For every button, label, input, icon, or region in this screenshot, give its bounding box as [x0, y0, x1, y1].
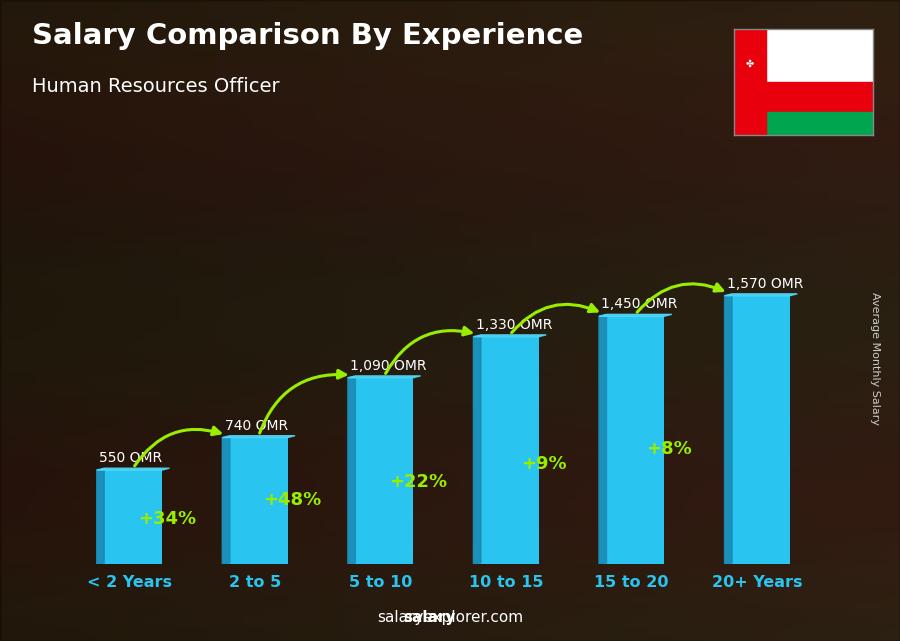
Bar: [766, 81, 873, 112]
Bar: [222, 438, 288, 564]
Polygon shape: [473, 336, 481, 564]
Text: salaryexplorer.com: salaryexplorer.com: [377, 610, 523, 625]
Text: 1,450 OMR: 1,450 OMR: [601, 297, 678, 312]
Text: +8%: +8%: [646, 440, 692, 458]
Text: +34%: +34%: [138, 510, 196, 528]
Polygon shape: [222, 437, 230, 564]
Bar: [347, 378, 413, 564]
Polygon shape: [724, 295, 732, 564]
Polygon shape: [473, 335, 546, 337]
Text: +48%: +48%: [264, 492, 321, 510]
Text: Human Resources Officer: Human Resources Officer: [32, 77, 279, 96]
Bar: [599, 316, 664, 564]
Text: 1,570 OMR: 1,570 OMR: [727, 277, 804, 291]
Polygon shape: [347, 377, 356, 564]
Text: ✤: ✤: [746, 58, 754, 68]
Text: 740 OMR: 740 OMR: [225, 419, 288, 433]
Bar: [473, 337, 539, 564]
Bar: [766, 29, 873, 81]
Text: Average Monthly Salary: Average Monthly Salary: [869, 292, 880, 426]
Polygon shape: [222, 436, 295, 438]
Text: salary: salary: [403, 610, 455, 625]
Text: 1,330 OMR: 1,330 OMR: [476, 318, 553, 332]
Polygon shape: [599, 314, 671, 316]
Bar: [766, 112, 873, 135]
Text: +9%: +9%: [521, 456, 566, 474]
Text: +22%: +22%: [389, 472, 447, 490]
Polygon shape: [96, 469, 104, 564]
Text: 550 OMR: 550 OMR: [99, 451, 162, 465]
Polygon shape: [96, 468, 169, 470]
Bar: [96, 470, 162, 564]
Polygon shape: [724, 294, 797, 296]
Polygon shape: [599, 315, 607, 564]
Text: 1,090 OMR: 1,090 OMR: [350, 359, 427, 373]
Bar: [724, 296, 790, 564]
Text: Salary Comparison By Experience: Salary Comparison By Experience: [32, 22, 583, 51]
Polygon shape: [347, 376, 420, 378]
Bar: [734, 29, 766, 135]
